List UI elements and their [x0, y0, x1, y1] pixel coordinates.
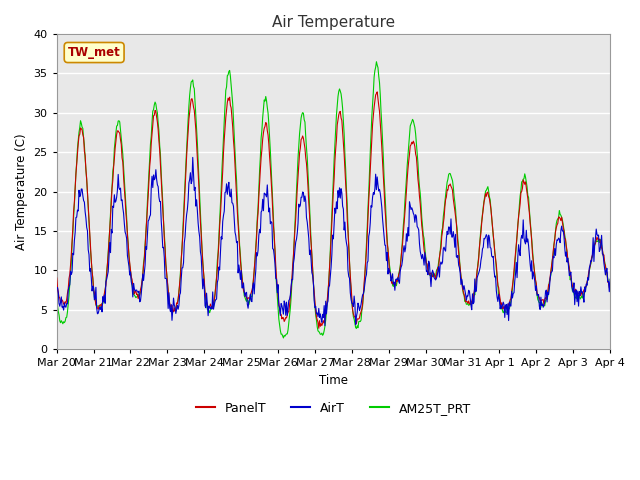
- Y-axis label: Air Temperature (C): Air Temperature (C): [15, 133, 28, 250]
- X-axis label: Time: Time: [319, 374, 348, 387]
- Title: Air Temperature: Air Temperature: [272, 15, 395, 30]
- Legend: PanelT, AirT, AM25T_PRT: PanelT, AirT, AM25T_PRT: [191, 396, 476, 420]
- Text: TW_met: TW_met: [68, 46, 120, 59]
